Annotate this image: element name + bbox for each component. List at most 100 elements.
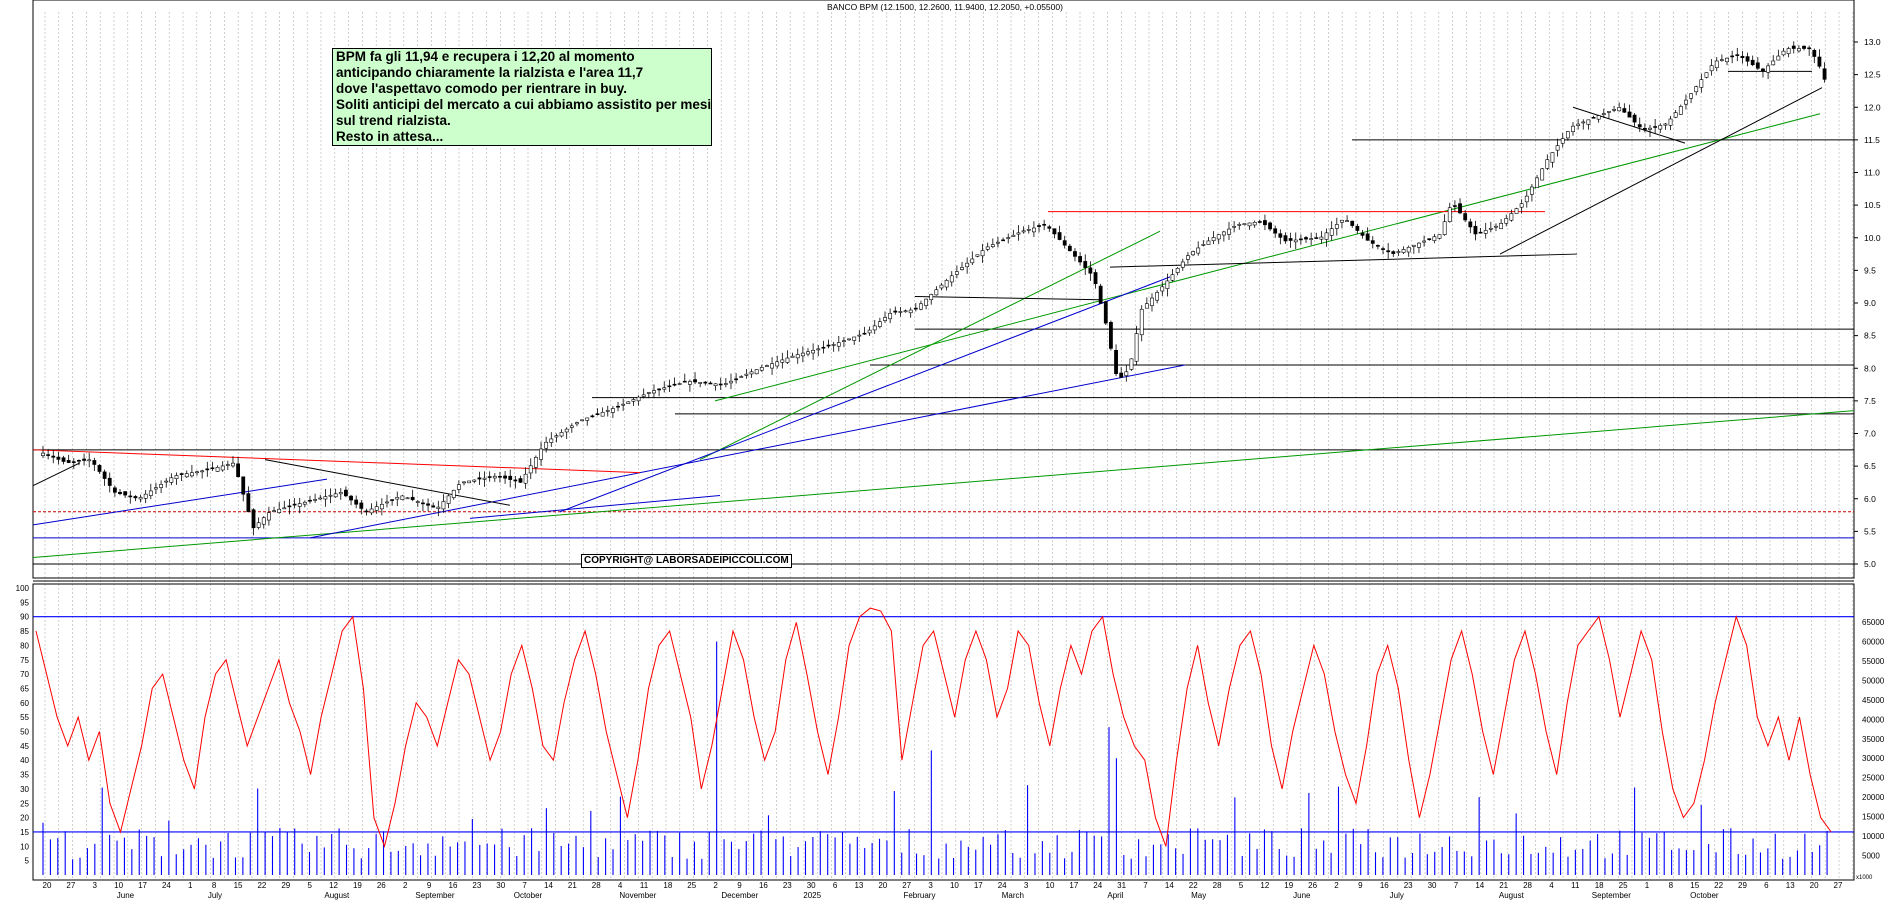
candle-body bbox=[626, 401, 631, 404]
candle-body bbox=[1791, 45, 1796, 49]
candle-body bbox=[164, 480, 169, 483]
oscillator-tick-label: 10 bbox=[20, 842, 29, 851]
x-month-label: August bbox=[324, 891, 350, 900]
candle-body bbox=[1730, 55, 1735, 58]
candle-body bbox=[1186, 255, 1190, 260]
x-day-label: 28 bbox=[592, 881, 601, 890]
x-month-label: June bbox=[117, 891, 135, 900]
candle-body bbox=[66, 460, 71, 463]
candle-body bbox=[698, 382, 703, 384]
candle-body bbox=[251, 509, 256, 529]
candle-body bbox=[41, 452, 45, 456]
candle-body bbox=[395, 496, 400, 500]
price-tick-label: 13.0 bbox=[1864, 37, 1881, 47]
candle-body bbox=[1334, 224, 1339, 229]
x-day-label: 16 bbox=[449, 881, 458, 890]
candle-body bbox=[1437, 234, 1442, 239]
candle-body bbox=[472, 479, 477, 482]
candle-body bbox=[631, 399, 636, 402]
candle-body bbox=[51, 455, 56, 458]
candle-body bbox=[1648, 127, 1652, 130]
candle-body bbox=[713, 383, 718, 387]
candle-body bbox=[847, 338, 851, 341]
candle-body bbox=[1771, 60, 1776, 66]
candle-body bbox=[1678, 106, 1683, 115]
candle-body bbox=[1417, 242, 1421, 248]
candle-body bbox=[1796, 48, 1801, 52]
candle-body bbox=[554, 435, 559, 438]
candle-body bbox=[1227, 228, 1231, 235]
candle-body bbox=[189, 472, 194, 477]
candle-body bbox=[544, 441, 549, 449]
candle-body bbox=[174, 475, 179, 479]
candle-body bbox=[431, 505, 436, 508]
candle-body bbox=[220, 465, 225, 471]
candle-body bbox=[1247, 222, 1252, 227]
oscillator-tick-label: 35 bbox=[20, 771, 29, 780]
x-day-label: 11 bbox=[640, 881, 649, 890]
x-day-label: 2 bbox=[713, 881, 718, 890]
x-month-label: March bbox=[1002, 891, 1024, 900]
price-tick-label: 11.5 bbox=[1864, 135, 1880, 145]
x-day-label: 10 bbox=[114, 881, 123, 890]
candle-body bbox=[954, 271, 959, 275]
candle-body bbox=[1067, 245, 1072, 252]
candle-body bbox=[1478, 231, 1483, 234]
candle-body bbox=[246, 493, 251, 513]
note-line: Resto in attesa... bbox=[336, 129, 444, 144]
candle-body bbox=[1288, 238, 1293, 241]
x-day-label: 17 bbox=[1069, 881, 1078, 890]
candle-body bbox=[970, 258, 975, 264]
candle-body bbox=[1576, 123, 1581, 126]
candle-body bbox=[893, 310, 898, 313]
candle-body bbox=[1252, 221, 1257, 226]
candle-body bbox=[1714, 60, 1719, 68]
candle-body bbox=[1304, 237, 1308, 240]
x-day-label: 23 bbox=[1404, 881, 1413, 890]
candle-body bbox=[1365, 233, 1370, 241]
x-day-label: 13 bbox=[854, 881, 863, 890]
candle-body bbox=[944, 280, 949, 288]
candle-body bbox=[1786, 48, 1791, 54]
candle-body bbox=[919, 303, 923, 310]
candle-body bbox=[1776, 55, 1781, 61]
x-day-label: 23 bbox=[783, 881, 792, 890]
candle-body bbox=[1504, 218, 1509, 224]
candle-body bbox=[287, 505, 292, 508]
x-day-label: 3 bbox=[928, 881, 933, 890]
candle-body bbox=[1432, 236, 1437, 241]
candle-body bbox=[1709, 65, 1714, 72]
candle-body bbox=[467, 480, 472, 484]
candle-body bbox=[92, 460, 97, 465]
x-day-label: 15 bbox=[234, 881, 243, 890]
candle-body bbox=[785, 357, 790, 363]
candle-body bbox=[1396, 251, 1401, 253]
x-day-label: 27 bbox=[902, 881, 911, 890]
candle-body bbox=[184, 473, 189, 478]
candle-body bbox=[354, 499, 359, 505]
x-day-label: 18 bbox=[663, 881, 672, 890]
oscillator-tick-label: 90 bbox=[20, 613, 29, 622]
price-tick-label: 8.5 bbox=[1864, 331, 1876, 341]
candle-body bbox=[523, 473, 528, 484]
candle-body bbox=[210, 467, 215, 470]
x-month-label: June bbox=[1293, 891, 1311, 900]
candle-body bbox=[1519, 203, 1524, 208]
candle-body bbox=[518, 478, 523, 483]
candle-body bbox=[1232, 225, 1237, 228]
x-month-label: September bbox=[1592, 891, 1631, 900]
x-day-label: 26 bbox=[377, 881, 386, 890]
candle-body bbox=[451, 489, 456, 498]
oscillator-tick-label: 50 bbox=[20, 728, 29, 737]
candle-body bbox=[903, 310, 908, 313]
candle-body bbox=[826, 344, 831, 347]
x-day-label: 17 bbox=[974, 881, 983, 890]
volume-tick-label: 25000 bbox=[1862, 774, 1885, 783]
candle-body bbox=[215, 467, 220, 472]
x-day-label: 27 bbox=[1834, 881, 1843, 890]
candle-body bbox=[1098, 285, 1103, 304]
x-month-label: November bbox=[619, 891, 656, 900]
candle-body bbox=[1530, 186, 1534, 195]
candle-body bbox=[800, 352, 805, 357]
candle-body bbox=[1663, 123, 1668, 126]
